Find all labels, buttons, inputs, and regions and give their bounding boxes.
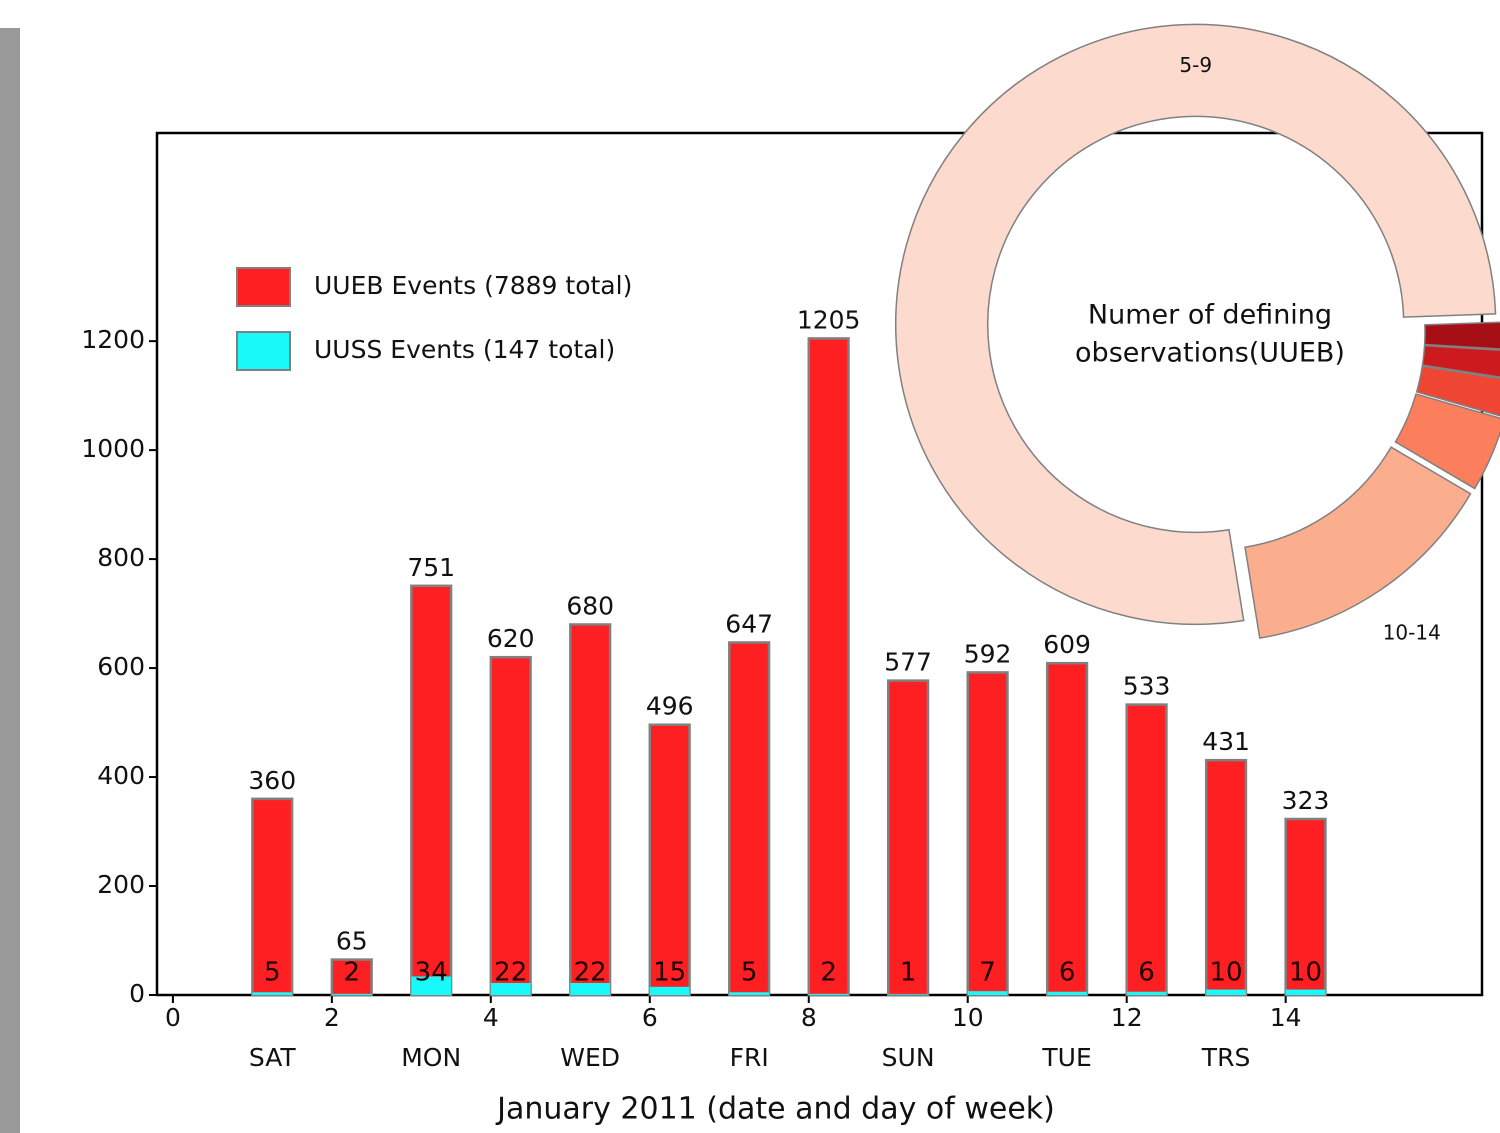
legend-swatch: [236, 331, 291, 371]
value-label: 620: [487, 624, 535, 653]
value-label: 65: [336, 927, 368, 956]
donut-slice: [894, 23, 1497, 626]
overlay-value-label: 10: [1289, 958, 1322, 988]
overlay-value-label: 2: [343, 958, 360, 988]
bar: [410, 584, 453, 997]
bar: [489, 655, 532, 997]
value-label: 680: [566, 591, 614, 620]
day-label: SUN: [882, 1043, 935, 1072]
y-tick-label: 1000: [81, 434, 145, 463]
y-tick-label: 400: [97, 761, 145, 790]
overlay-value-label: 15: [653, 958, 686, 988]
value-label: 533: [1123, 672, 1171, 701]
donut-slice: [1415, 365, 1500, 417]
y-tick-label: 800: [97, 543, 145, 572]
value-label: 496: [646, 692, 694, 721]
legend-swatch: [236, 267, 291, 307]
overlay-value-label: 2: [820, 958, 837, 988]
x-tick-label: 4: [483, 1003, 499, 1032]
overlay-value-label: 10: [1210, 958, 1243, 988]
bar: [887, 679, 930, 997]
map-strip: [0, 28, 20, 1133]
donut-slice: [1421, 344, 1500, 378]
overlay-bar: [490, 983, 531, 995]
overlay-bar: [411, 976, 452, 995]
center-label: Numer of defining: [1088, 300, 1332, 331]
overlay-value-label: 34: [415, 958, 448, 988]
overlay-value-label: 5: [741, 958, 758, 988]
value-label: 360: [248, 766, 296, 795]
overlay-value-label: 22: [494, 958, 527, 988]
bar: [648, 723, 691, 997]
overlay-value-label: 7: [979, 958, 996, 988]
donut-slice: [1244, 446, 1472, 639]
overlay-bar: [729, 992, 770, 995]
y-tick-label: 600: [97, 652, 145, 681]
bar: [966, 671, 1009, 997]
x-axis-label: January 2011 (date and day of week): [495, 1092, 1055, 1127]
day-label: WED: [560, 1043, 620, 1072]
y-tick-label: 200: [97, 870, 145, 899]
bar: [1125, 703, 1168, 997]
x-tick-label: 2: [324, 1003, 340, 1032]
day-label: TRS: [1201, 1043, 1251, 1072]
y-tick-label: 0: [129, 979, 145, 1008]
x-tick-label: 6: [642, 1003, 658, 1032]
overlay-value-label: 6: [1059, 958, 1076, 988]
legend-label: UUSS Events (147 total): [314, 335, 615, 364]
overlay-bar: [1126, 991, 1167, 995]
overlay-value-label: 5: [264, 958, 281, 988]
bar: [807, 337, 850, 997]
overlay-bar: [252, 992, 293, 995]
day-label: FRI: [730, 1043, 769, 1072]
overlay-bar: [808, 993, 849, 995]
bar: [1204, 758, 1248, 997]
overlay-bar: [888, 994, 928, 995]
x-tick-label: 12: [1111, 1003, 1143, 1032]
day-label: MON: [401, 1043, 461, 1072]
overlay-bar: [1285, 989, 1326, 995]
bar: [728, 641, 771, 997]
slice-label: 5-9: [1179, 53, 1212, 77]
value-label: 609: [1043, 630, 1091, 659]
value-label: 577: [884, 648, 932, 677]
y-tick-label: 1200: [81, 325, 145, 354]
overlay-bar: [967, 991, 1008, 995]
donut-slice: [1423, 321, 1500, 350]
overlay-bar: [570, 983, 611, 995]
value-label: 751: [407, 553, 455, 582]
x-tick-label: 14: [1270, 1003, 1302, 1032]
x-tick-label: 10: [952, 1003, 984, 1032]
overlay-bar: [1206, 989, 1246, 995]
overlay-bar: [1047, 991, 1087, 995]
bar: [330, 958, 373, 997]
x-tick-label: 8: [801, 1003, 817, 1032]
center-label: observations(UUEB): [1075, 338, 1345, 369]
day-label: SAT: [249, 1043, 296, 1072]
value-label: 323: [1282, 786, 1330, 815]
legend-label: UUEB Events (7889 total): [314, 271, 632, 300]
value-label: 647: [725, 609, 773, 638]
bar: [251, 797, 294, 997]
x-tick-label: 0: [165, 1003, 181, 1032]
day-label: TUE: [1041, 1043, 1091, 1072]
value-label: 431: [1202, 727, 1250, 756]
overlay-value-label: 6: [1138, 958, 1155, 988]
bar: [1045, 661, 1089, 997]
overlay-bar: [649, 986, 690, 995]
value-label: 1205: [797, 305, 861, 334]
overlay-value-label: 22: [574, 958, 607, 988]
value-label: 592: [964, 639, 1012, 668]
bar: [569, 623, 612, 997]
donut-slice: [1394, 393, 1500, 490]
slice-label: 10-14: [1383, 620, 1441, 644]
overlay-value-label: 1: [900, 958, 917, 988]
overlay-bar: [331, 993, 372, 995]
